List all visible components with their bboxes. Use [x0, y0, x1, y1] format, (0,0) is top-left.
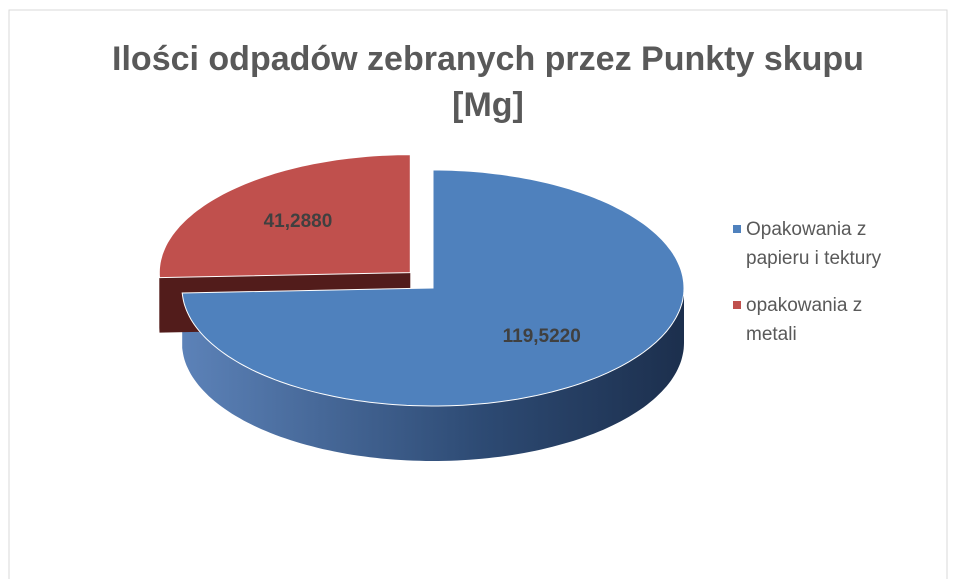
data-label: 41,2880 [264, 211, 333, 232]
pie-slice [158, 154, 411, 279]
legend-swatch [733, 301, 741, 309]
chart-border [8, 9, 948, 579]
legend-item: opakowania z metali [733, 291, 916, 349]
legend-label: opakowania z metali [746, 295, 863, 345]
data-label: 119,5220 [503, 326, 581, 347]
slice-side [182, 288, 684, 461]
legend-item: Opakowania z papieru i tektury [733, 215, 916, 273]
chart-title: Ilości odpadów zebranych przez Punkty sk… [112, 40, 864, 124]
legend-swatch [733, 225, 741, 233]
pie-slice [181, 169, 685, 407]
legend-label: Opakowania z papieru i tektury [746, 219, 882, 269]
